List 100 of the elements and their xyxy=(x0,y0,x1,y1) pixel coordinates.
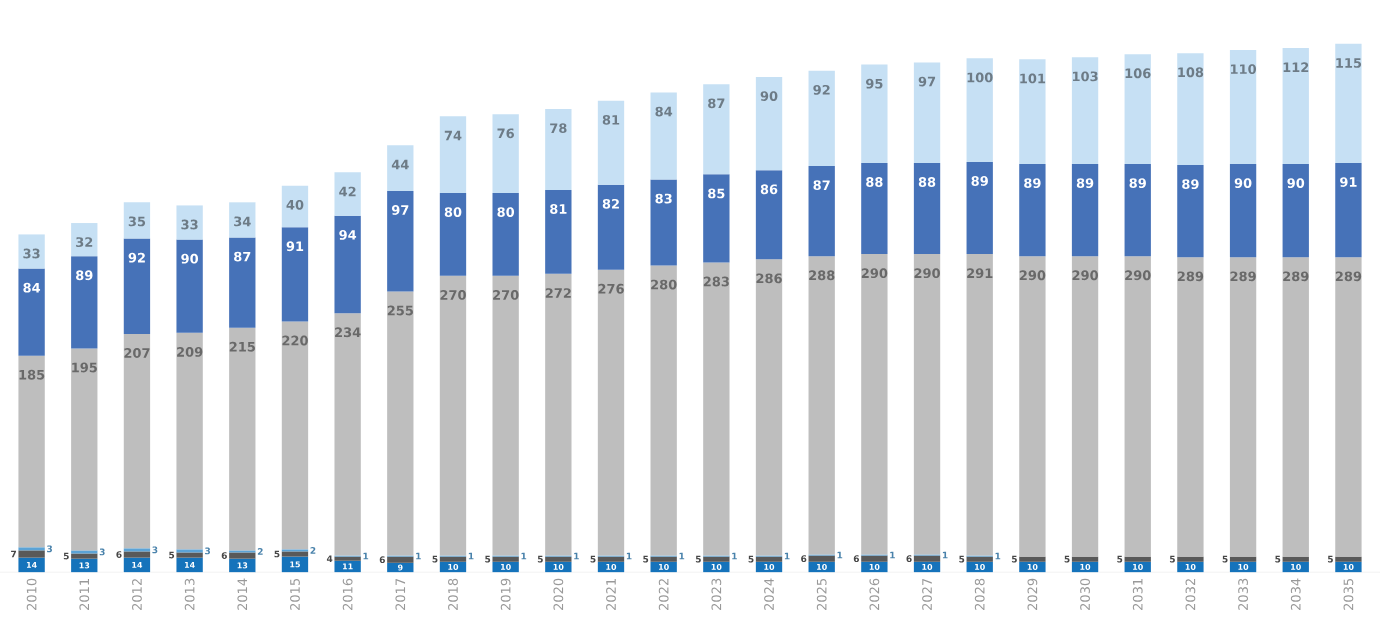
data-label: 5 xyxy=(748,555,754,563)
data-label: 207 xyxy=(124,348,150,358)
data-label: 3 xyxy=(152,546,158,554)
x-tick-label: 2018 xyxy=(448,578,458,610)
data-label: 33 xyxy=(181,219,198,230)
data-label: 2 xyxy=(310,547,316,554)
data-label: 10 xyxy=(1080,563,1091,570)
data-label: 10 xyxy=(1238,563,1249,570)
data-label: 15 xyxy=(290,561,300,568)
data-label: 288 xyxy=(809,270,835,281)
x-tick-label: 2027 xyxy=(922,578,932,610)
data-label: 115 xyxy=(1336,58,1362,68)
data-label: 255 xyxy=(387,305,413,316)
data-label: 5 xyxy=(169,551,175,559)
data-label: 5 xyxy=(537,555,543,563)
data-label: 10 xyxy=(764,563,775,570)
data-label: 10 xyxy=(659,563,669,570)
x-tick-label: 2028 xyxy=(974,578,985,610)
data-label: 289 xyxy=(1335,271,1362,282)
data-label: 6 xyxy=(379,556,385,564)
data-label: 86 xyxy=(760,184,778,195)
data-label: 13 xyxy=(79,562,90,569)
data-label: 76 xyxy=(497,128,514,139)
x-tick-label: 2024 xyxy=(764,578,774,610)
data-label: 6 xyxy=(853,555,860,563)
data-label: 283 xyxy=(703,276,729,287)
data-label: 5 xyxy=(432,555,438,563)
data-label: 89 xyxy=(971,176,988,186)
data-label: 1 xyxy=(942,551,948,559)
data-label: 33 xyxy=(23,248,40,259)
data-label: 5 xyxy=(643,555,649,563)
data-label: 5 xyxy=(1011,555,1017,563)
data-label: 89 xyxy=(76,270,93,281)
data-label: 10 xyxy=(1291,563,1301,570)
data-label: 5 xyxy=(1222,555,1228,563)
x-tick-label: 2015 xyxy=(290,578,300,610)
data-label: 34 xyxy=(234,216,251,227)
data-label: 1 xyxy=(679,552,685,560)
data-label: 80 xyxy=(444,207,462,217)
data-label: 5 xyxy=(695,555,701,563)
data-label: 78 xyxy=(550,123,567,134)
data-label: 10 xyxy=(1133,563,1143,570)
data-label: 10 xyxy=(1343,563,1354,570)
data-label: 10 xyxy=(1027,563,1038,570)
data-label: 1 xyxy=(363,552,369,560)
data-label: 80 xyxy=(497,207,515,217)
data-label: 87 xyxy=(813,180,830,191)
data-label: 89 xyxy=(1129,178,1146,188)
x-tick-label: 2020 xyxy=(553,578,564,610)
data-label: 3 xyxy=(47,545,53,553)
data-label: 280 xyxy=(651,279,677,290)
data-label: 290 xyxy=(861,268,888,279)
data-label: 89 xyxy=(1024,178,1041,188)
data-label: 290 xyxy=(1072,270,1099,281)
data-label: 5 xyxy=(1169,555,1175,563)
data-label: 10 xyxy=(711,563,722,570)
x-tick-label: 2032 xyxy=(1185,579,1196,610)
data-label: 5 xyxy=(1275,555,1281,563)
data-label: 9 xyxy=(397,564,403,571)
data-label: 84 xyxy=(23,282,41,293)
data-label: 90 xyxy=(760,91,778,101)
data-label: 90 xyxy=(181,253,199,264)
data-label: 6 xyxy=(906,555,912,563)
data-label: 5 xyxy=(590,555,596,563)
data-label: 1 xyxy=(837,551,843,559)
data-label: 270 xyxy=(493,290,519,300)
data-label: 103 xyxy=(1072,71,1098,82)
data-label: 81 xyxy=(550,204,567,214)
data-label: 94 xyxy=(339,229,357,240)
data-label: 215 xyxy=(229,341,255,352)
data-label: 185 xyxy=(19,369,45,380)
data-label: 89 xyxy=(1182,179,1199,190)
data-label: 32 xyxy=(76,237,93,248)
data-label: 3 xyxy=(99,548,105,556)
data-label: 88 xyxy=(866,177,883,187)
data-label: 289 xyxy=(1230,271,1256,282)
data-label: 5 xyxy=(1327,555,1333,563)
data-label: 97 xyxy=(391,205,409,215)
data-label: 6 xyxy=(221,552,227,559)
x-tick-label: 2016 xyxy=(342,578,353,610)
x-tick-label: 2034 xyxy=(1290,578,1301,610)
data-label: 1 xyxy=(574,552,579,560)
data-label: 272 xyxy=(545,288,571,298)
data-label: 1 xyxy=(626,552,632,560)
data-label: 83 xyxy=(655,193,672,204)
data-label: 97 xyxy=(918,76,936,87)
x-tick-label: 2030 xyxy=(1080,578,1090,610)
data-label: 1 xyxy=(468,552,474,560)
data-label: 10 xyxy=(869,563,880,570)
data-label: 35 xyxy=(128,216,146,227)
data-label: 91 xyxy=(286,241,304,252)
data-label: 220 xyxy=(282,335,308,346)
data-label: 92 xyxy=(128,252,145,263)
data-label: 10 xyxy=(975,563,985,570)
data-label: 1 xyxy=(732,552,737,560)
data-label: 87 xyxy=(234,251,251,262)
x-tick-label: 2026 xyxy=(869,578,880,610)
data-label: 3 xyxy=(205,547,211,555)
data-label: 1 xyxy=(521,552,527,560)
x-tick-label: 2017 xyxy=(395,578,406,610)
